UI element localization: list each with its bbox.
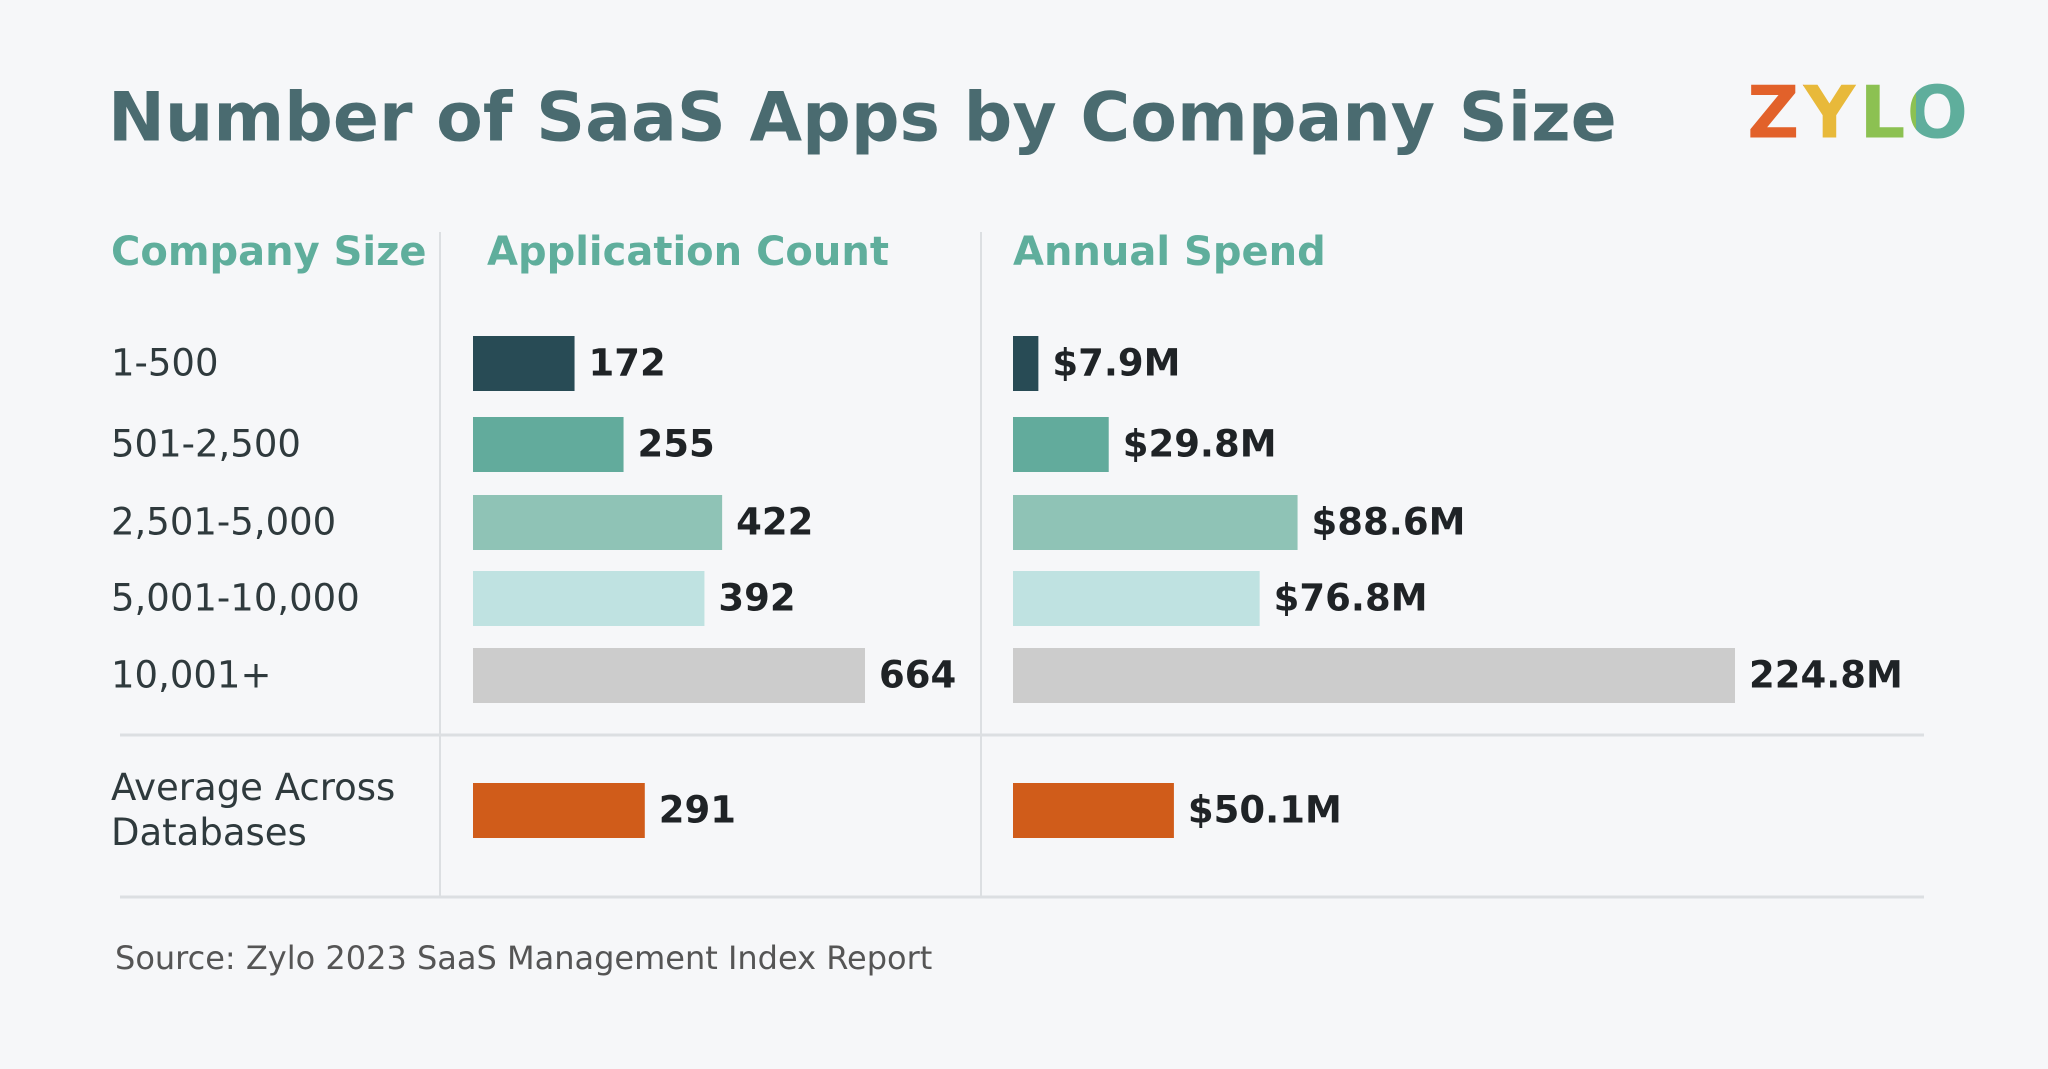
value-label: $76.8M [1274,577,1428,620]
value-label: 291 [659,789,736,832]
value-label: 224.8M [1749,654,1903,697]
title: Number of SaaS Apps by Company Size [108,79,1617,158]
row-header: Company Size [111,229,427,275]
value-label: 422 [736,501,813,544]
value-label: $88.6M [1312,501,1466,544]
category-label: 10,001+ [111,653,272,697]
bar [473,783,645,838]
bar [1013,571,1260,626]
bar [473,417,624,472]
category-label: 5,001-10,000 [111,576,360,620]
category-label: 501-2,500 [111,422,301,466]
source: Source: Zylo 2023 SaaS Management Index … [115,939,932,977]
value-label: $50.1M [1188,789,1342,832]
bar [1013,336,1039,391]
category-label: 1-500 [111,341,219,385]
column-header: Annual Spend [1013,229,1326,275]
value-label: $29.8M [1123,423,1277,466]
column-header: Application Count [487,229,889,275]
value-label: $7.9M [1052,342,1180,385]
bar [1013,417,1109,472]
bar [473,571,705,626]
bar [473,495,723,550]
bar [1013,495,1298,550]
logo: ZYLO [1747,71,1972,155]
bar [473,648,865,703]
value-label: 255 [638,423,715,466]
bar [473,336,575,391]
category-label: 2,501-5,000 [111,500,337,544]
category-label: Average Across Databases [111,766,396,854]
value-label: 664 [879,654,956,697]
bar [1013,648,1735,703]
value-label: 392 [718,577,795,620]
bar [1013,783,1174,838]
value-label: 172 [589,342,666,385]
